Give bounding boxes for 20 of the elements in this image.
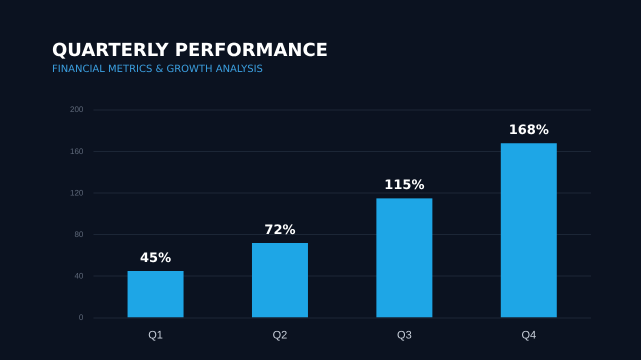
- bar: [128, 271, 184, 318]
- bar: [252, 242, 308, 318]
- x-tick-label: Q2: [272, 329, 288, 342]
- y-tick-label: 0: [78, 313, 84, 322]
- y-tick-label: 80: [74, 230, 84, 239]
- bar: [376, 198, 432, 318]
- data-label: 45%: [140, 250, 172, 266]
- chart-title: QUARTERLY PERFORMANCE: [52, 40, 328, 61]
- bar: [500, 143, 557, 318]
- data-label: 115%: [384, 178, 424, 194]
- y-tick-label: 40: [74, 271, 84, 280]
- y-tick-label: 120: [70, 188, 84, 198]
- x-tick-label: Q3: [397, 329, 412, 342]
- data-label: 72%: [264, 222, 296, 238]
- y-tick-label: 160: [70, 146, 84, 156]
- chart-subtitle: FINANCIAL METRICS & GROWTH ANALYSIS: [52, 64, 263, 75]
- data-label: 168%: [508, 123, 549, 138]
- y-tick-label: 200: [70, 105, 84, 114]
- x-tick-label: Q4: [521, 329, 536, 342]
- x-tick-label: Q1: [148, 329, 163, 342]
